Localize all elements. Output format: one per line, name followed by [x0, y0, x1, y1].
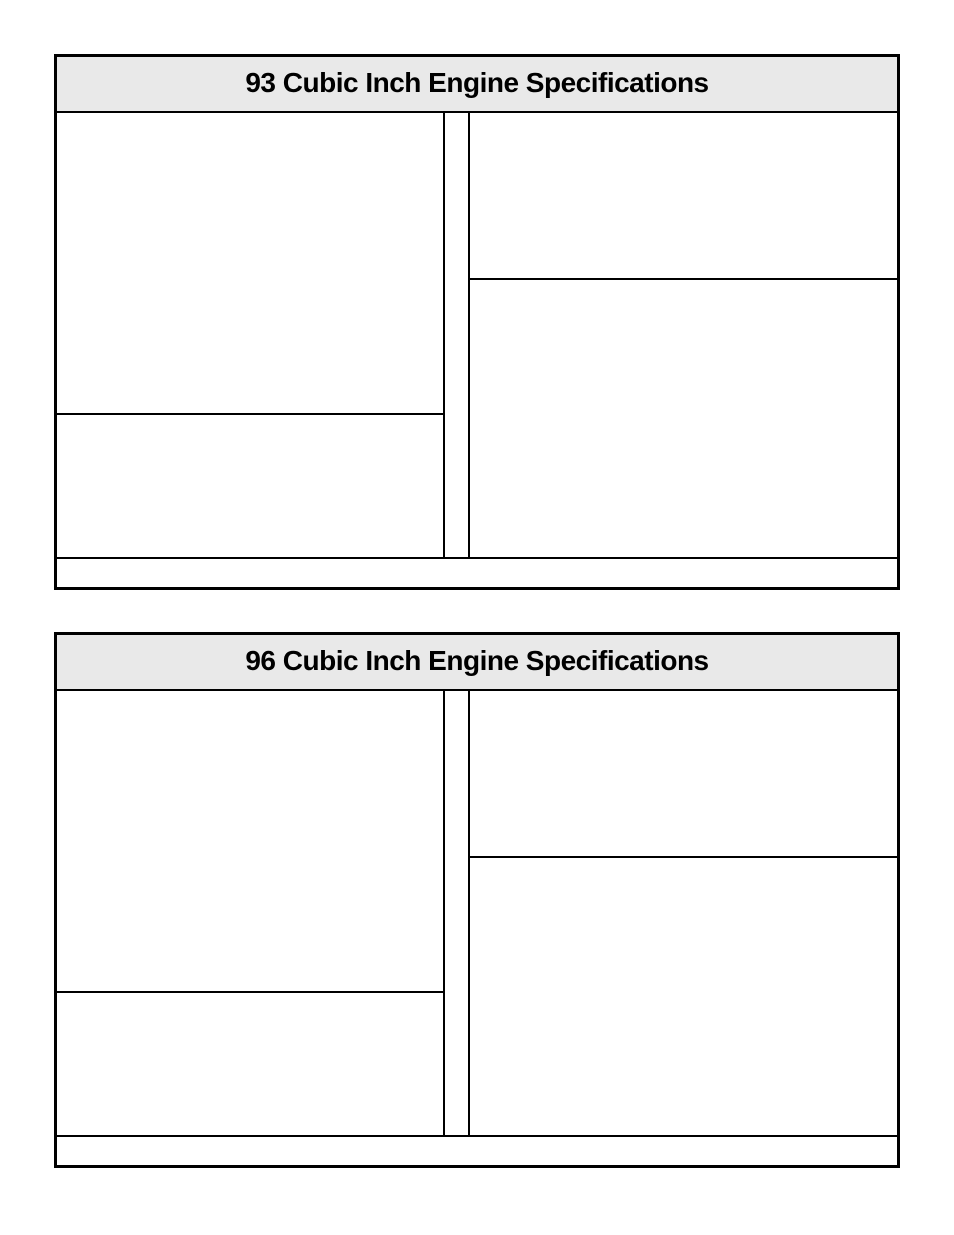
spec-table-96-col-right [470, 691, 897, 1135]
spec-table-93-cell-left-bottom [57, 415, 443, 557]
spec-table-96-cell-left-bottom [57, 993, 443, 1135]
spec-table-93-cell-right-top [470, 113, 897, 280]
spec-table-96-cell-left-top [57, 691, 443, 993]
spec-table-93-col-right [470, 113, 897, 557]
spec-table-93-cell-right-bottom [470, 280, 897, 558]
spec-table-93: 93 Cubic Inch Engine Specifications [54, 54, 900, 590]
spec-table-96-body [57, 691, 897, 1135]
spec-table-96-footer [57, 1135, 897, 1165]
spec-table-93-col-left [57, 113, 445, 557]
spec-table-96: 96 Cubic Inch Engine Specifications [54, 632, 900, 1168]
spec-table-93-col-gap [445, 113, 470, 557]
spec-table-93-title: 93 Cubic Inch Engine Specifications [57, 57, 897, 113]
spec-table-96-cell-right-bottom [470, 858, 897, 1136]
spec-table-96-title: 96 Cubic Inch Engine Specifications [57, 635, 897, 691]
spec-table-93-body [57, 113, 897, 557]
spec-table-96-col-gap [445, 691, 470, 1135]
spec-table-93-footer [57, 557, 897, 587]
spec-table-93-cell-left-top [57, 113, 443, 415]
spec-table-96-cell-right-top [470, 691, 897, 858]
spec-table-96-col-left [57, 691, 445, 1135]
